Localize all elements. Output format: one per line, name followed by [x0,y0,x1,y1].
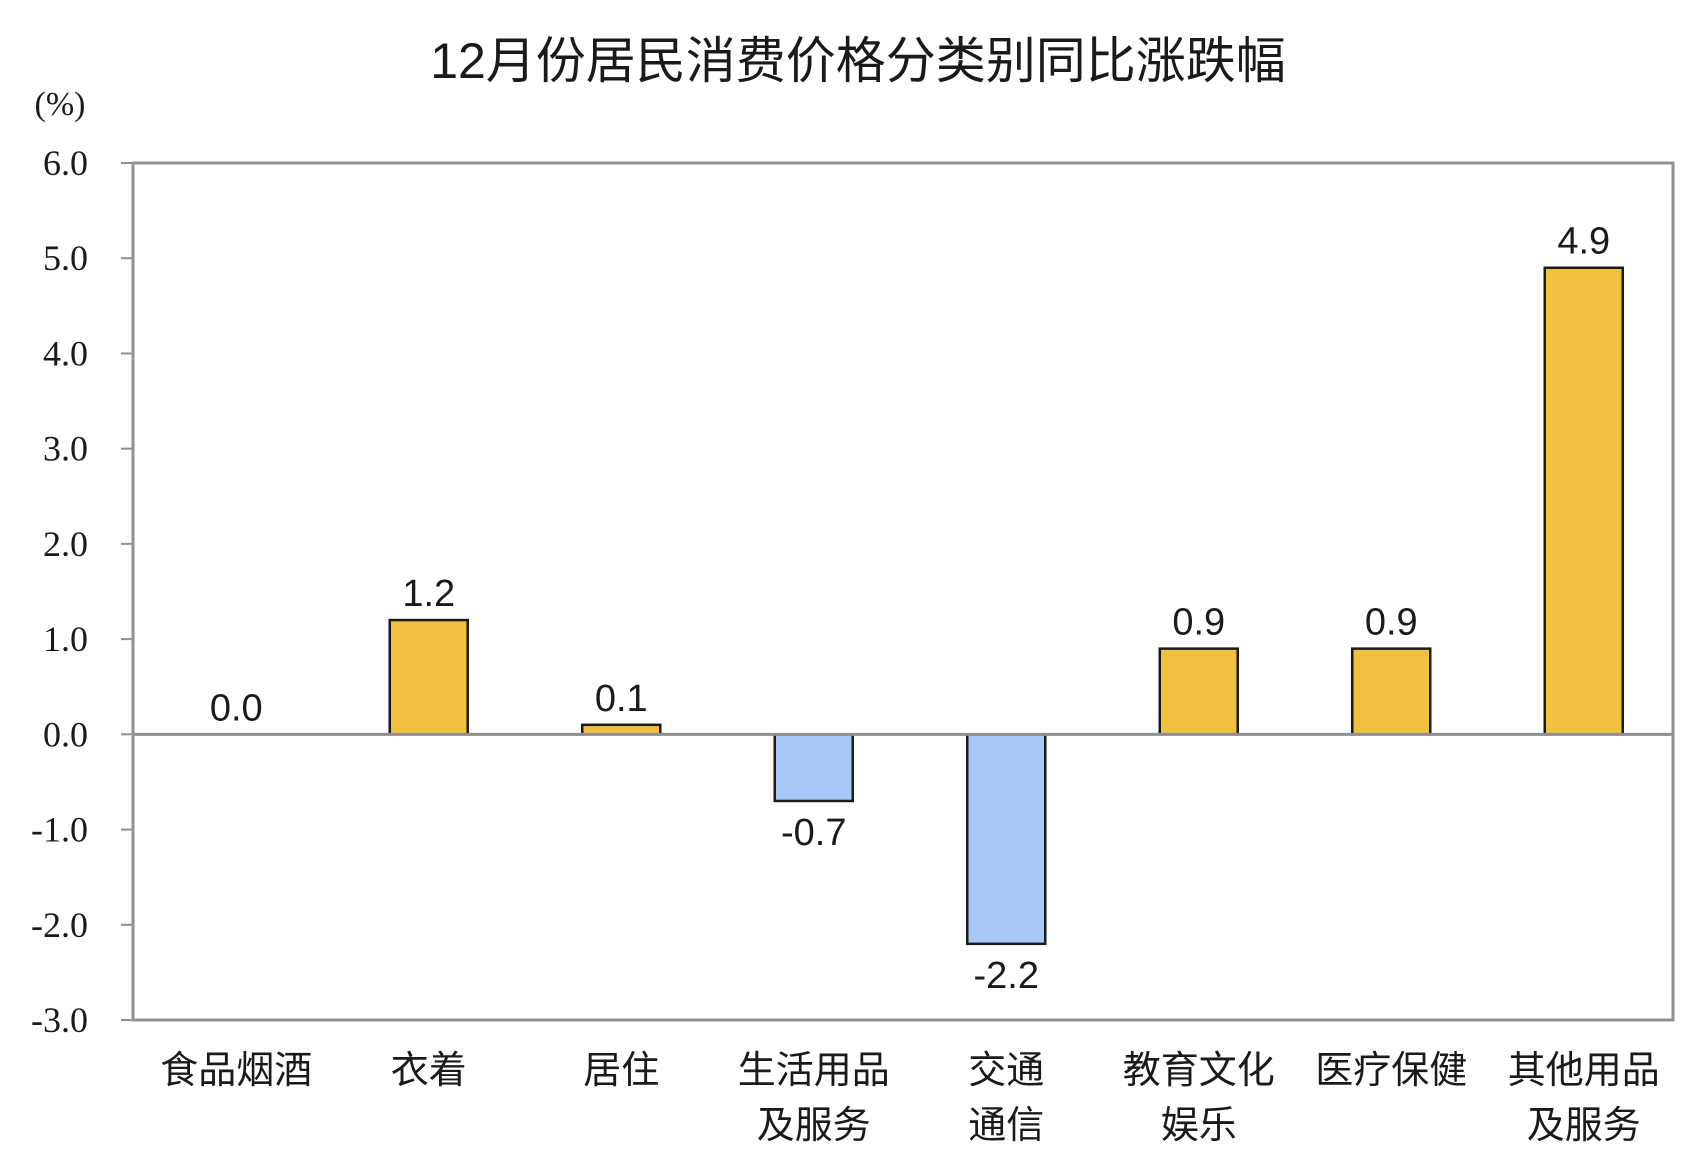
data-labels: 0.0 1.2 0.1 -0.7 -2.2 0.9 0.9 4.9 [210,221,1610,997]
data-label: 0.9 [1172,602,1225,644]
y-tick-label: 4.0 [43,333,88,373]
plot-frame [131,161,1675,1022]
data-label: -0.7 [781,812,846,854]
y-axis-ticks: 6.0 5.0 4.0 3.0 2.0 1.0 0.0 -1.0 -2.0 -3.0 [31,143,133,1040]
x-tick-label: 及服务 [1527,1105,1641,1147]
data-label: 0.0 [210,687,263,729]
y-tick-label: 5.0 [43,238,88,278]
y-unit-label: (%) [35,86,86,123]
y-tick-label: 1.0 [43,619,88,659]
bar [773,733,854,803]
x-tick-label: 其他用品 [1508,1050,1660,1092]
data-label: -2.2 [974,955,1039,997]
bar [1543,266,1624,736]
data-label: 4.9 [1557,221,1610,263]
bar [1351,647,1432,736]
y-tick-label: 3.0 [43,429,88,469]
x-tick-label: 及服务 [757,1105,871,1147]
bar [388,618,469,736]
x-tick-label: 食品烟酒 [160,1050,312,1092]
data-label: 1.2 [402,573,455,615]
bar [966,733,1047,946]
y-tick-label: 6.0 [43,143,88,183]
x-tick-label: 通信 [968,1105,1044,1147]
x-tick-label: 教育文化 [1123,1050,1275,1092]
y-tick-label: 2.0 [43,524,88,564]
x-tick-label: 娱乐 [1161,1105,1237,1147]
bars [388,266,1624,946]
data-label: 0.9 [1365,602,1418,644]
x-tick-label: 生活用品 [738,1050,890,1092]
x-tick-label: 交通 [968,1050,1044,1092]
x-tick-label: 医疗保健 [1315,1050,1467,1092]
chart-title: 12月份居民消费价格分类别同比涨跌幅 [430,33,1286,89]
y-tick-label: -2.0 [31,905,88,945]
bar [1158,647,1239,736]
y-tick-label: -1.0 [31,810,88,850]
y-tick-label: 0.0 [43,714,88,754]
x-tick-label: 衣着 [391,1050,467,1092]
data-label: 0.1 [595,678,648,720]
y-tick-label: -3.0 [31,1000,88,1040]
x-tick-label: 居住 [583,1050,659,1092]
